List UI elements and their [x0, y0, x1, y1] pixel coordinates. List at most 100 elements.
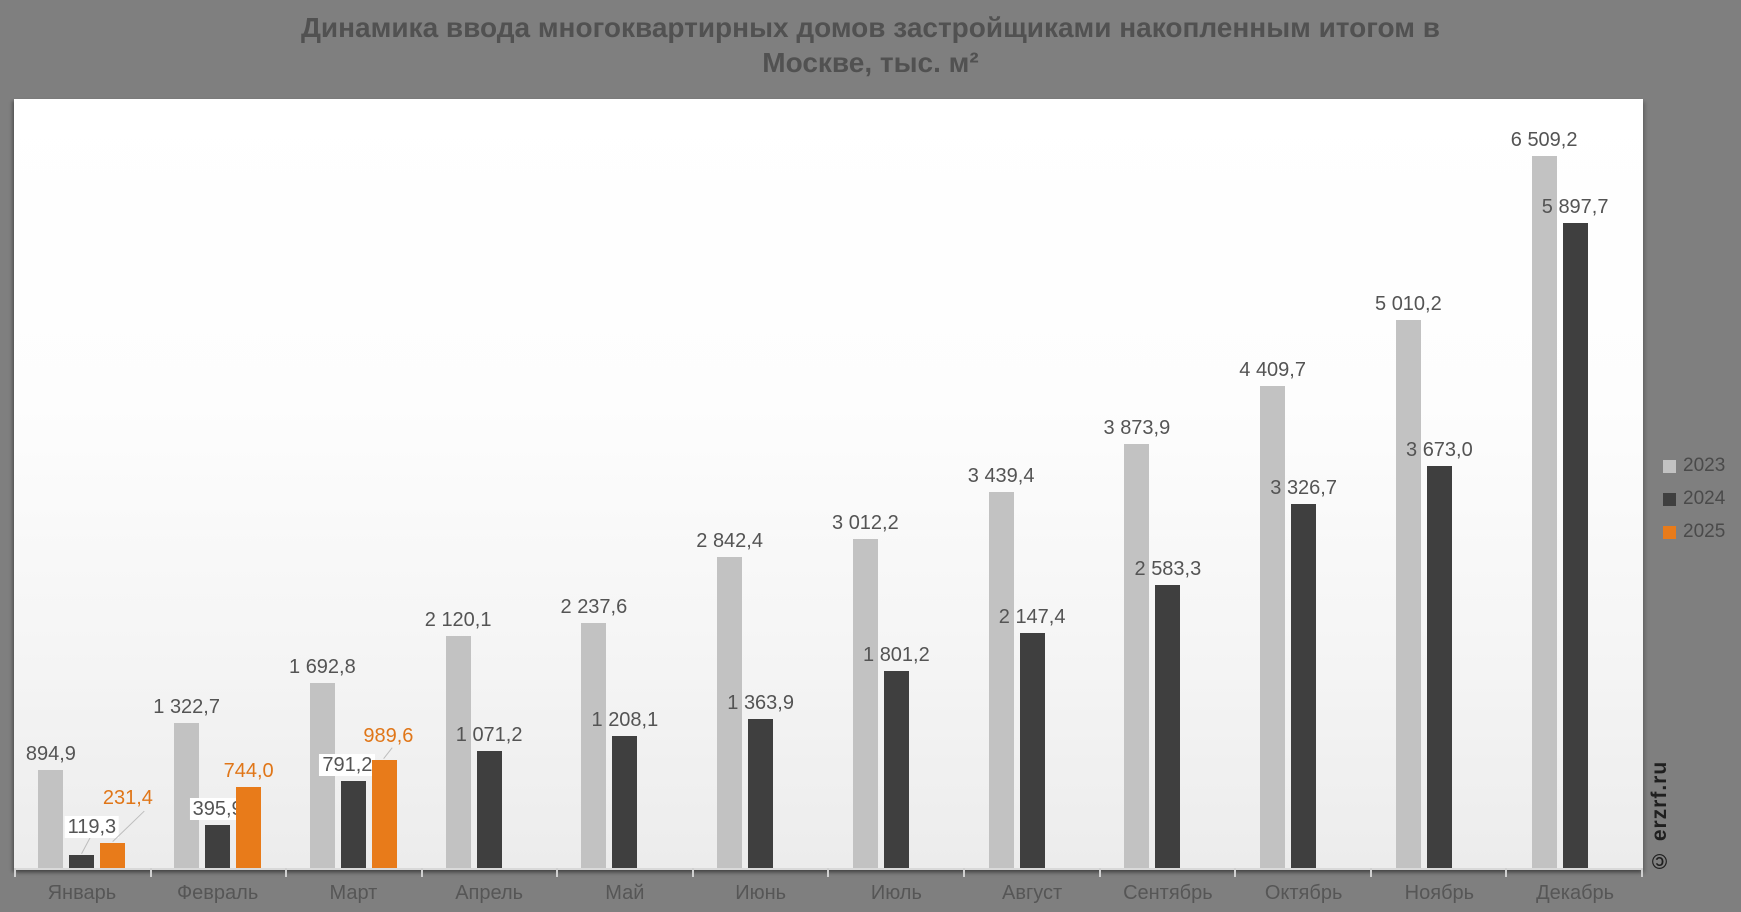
bar-2025-Март — [371, 759, 397, 868]
bar-2024-Июнь — [748, 718, 774, 868]
bar-slot — [915, 99, 940, 868]
label-leader-line — [383, 747, 393, 759]
axis-tick — [14, 868, 150, 877]
bar-slot: 3 439,4 — [968, 99, 1034, 868]
axis-tick — [1369, 868, 1506, 877]
legend-entry-2024: 2024 — [1663, 488, 1725, 510]
bar-value-label: 3 439,4 — [967, 464, 1035, 487]
bar-2023-Октябрь — [1260, 385, 1286, 868]
bar-group-Июнь: 2 842,4 1 363,9 — [693, 99, 829, 868]
bar-slot: 2 842,4 — [696, 99, 763, 868]
bar-group-Февраль: 1 322,7 395,9 744,0 — [150, 99, 286, 868]
bar-group-Май: 2 237,6 1 208,1 — [557, 99, 693, 868]
bar-value-label: 2 842,4 — [696, 530, 763, 553]
bar-slot: 3 326,7 — [1270, 99, 1337, 868]
bar-slot — [1594, 99, 1619, 868]
bar-value-label: 3 873,9 — [1103, 417, 1171, 440]
month-label-Декабрь: Декабрь — [1536, 882, 1615, 904]
bar-2023-Декабрь — [1531, 155, 1557, 868]
bar-2023-Июнь — [717, 557, 743, 868]
axis-tick — [1234, 868, 1370, 877]
axis-tick — [1505, 868, 1643, 877]
bar-slot: 2 147,4 — [999, 99, 1065, 868]
watermark: © erzrf.ru — [1648, 760, 1671, 872]
bar-2024-Декабрь — [1562, 222, 1588, 868]
bar-slot — [1186, 99, 1211, 868]
bar-value-label: 119,3 — [64, 815, 120, 838]
bar-group-Апрель: 2 120,1 1 071,2 — [421, 99, 557, 868]
bar-2024-Ноябрь — [1426, 466, 1452, 868]
bar-value-label: 989,6 — [363, 724, 414, 747]
bar-slot: 744,0 — [224, 99, 274, 868]
month-label-Апрель: Апрель — [455, 882, 524, 904]
bar-value-label: 2 237,6 — [560, 596, 628, 619]
bar-value-label: 2 120,1 — [424, 609, 492, 632]
bar-2024-Август — [1019, 633, 1045, 868]
legend-label: 2024 — [1683, 488, 1726, 509]
bar-2024-Июль — [883, 670, 909, 868]
bar-slot — [779, 99, 804, 868]
axis-tick — [556, 868, 692, 877]
bar-2025-Февраль — [236, 786, 262, 868]
bar-2023-Май — [581, 623, 607, 868]
bar-group-Июль: 3 012,2 1 801,2 — [829, 99, 965, 868]
month-label-Ноябрь: Ноябрь — [1404, 882, 1475, 904]
bar-slot: 2 237,6 — [561, 99, 627, 868]
bar-slot: 1 363,9 — [727, 99, 794, 868]
bar-value-label: 5 010,2 — [1375, 292, 1442, 315]
legend-swatch-icon — [1663, 459, 1676, 473]
bar-2023-Ноябрь — [1395, 319, 1421, 868]
bar-slot: 4 409,7 — [1239, 99, 1306, 868]
legend-label: 2025 — [1683, 521, 1726, 542]
axis-tick — [420, 868, 557, 877]
bar-value-label: 1 071,2 — [455, 723, 523, 746]
month-label-Февраль: Февраль — [176, 882, 259, 904]
bar-group-Ноябрь: 5 010,2 3 673,0 — [1372, 99, 1508, 868]
bar-slot: 5 010,2 — [1375, 99, 1442, 868]
axis-tick — [691, 868, 828, 877]
bar-2023-Июль — [852, 538, 878, 868]
bar-value-label: 744,0 — [223, 759, 274, 782]
bar-slot: 894,9 — [26, 99, 76, 868]
bar-slot: 6 509,2 — [1511, 99, 1577, 868]
bar-value-label: 395,9 — [189, 797, 246, 820]
chart-title: Динамика ввода многоквартирных домов зас… — [0, 10, 1741, 80]
x-axis-ticks — [14, 868, 1643, 877]
bar-slot: 3 673,0 — [1406, 99, 1473, 868]
month-label-Октябрь: Октябрь — [1264, 882, 1343, 904]
bar-slot: 1 801,2 — [863, 99, 930, 868]
bar-slot: 1 322,7 — [153, 99, 220, 868]
bar-2024-Январь — [69, 854, 95, 868]
bar-value-label: 1 692,8 — [289, 655, 356, 678]
bar-value-label: 6 509,2 — [1510, 128, 1578, 151]
chart-title-line2: Москве, тыс. м² — [762, 47, 979, 78]
bar-value-label: 2 583,3 — [1134, 558, 1202, 581]
month-label-Июнь: Июнь — [735, 882, 787, 904]
axis-tick — [285, 868, 421, 877]
legend-entry-2025: 2025 — [1663, 521, 1725, 543]
bar-2023-Январь — [38, 770, 64, 868]
bar-slot: 231,4 — [100, 99, 153, 868]
bar-2023-Февраль — [174, 723, 200, 868]
bar-group-Декабрь: 6 509,2 5 897,7 — [1507, 99, 1643, 868]
chart-title-line1: Динамика ввода многоквартирных домов зас… — [300, 12, 1440, 43]
bar-2024-Май — [612, 735, 638, 868]
bar-slot: 989,6 — [363, 99, 413, 868]
bar-group-Октябрь: 4 409,7 3 326,7 — [1236, 99, 1372, 868]
bar-2024-Февраль — [205, 824, 231, 868]
bar-value-label: 3 326,7 — [1270, 477, 1337, 500]
bar-slot — [643, 99, 668, 868]
x-axis-labels: Январь Февраль Март Апрель Май Июнь Июль Август… — [14, 878, 1643, 905]
bar-group-Январь: 894,9 119,3 231,4 — [14, 99, 153, 868]
bar-2024-Апрель — [476, 750, 502, 868]
bar-2024-Сентябрь — [1155, 585, 1181, 868]
bar-slot — [1051, 99, 1076, 868]
bar-2024-Октябрь — [1291, 504, 1317, 868]
bar-slot: 1 692,8 — [289, 99, 356, 868]
label-leader-line — [80, 837, 91, 854]
bar-value-label: 3 673,0 — [1406, 439, 1473, 462]
bar-slot: 791,2 — [319, 99, 376, 868]
axis-tick — [963, 868, 1099, 877]
bar-value-label: 3 012,2 — [832, 511, 899, 534]
